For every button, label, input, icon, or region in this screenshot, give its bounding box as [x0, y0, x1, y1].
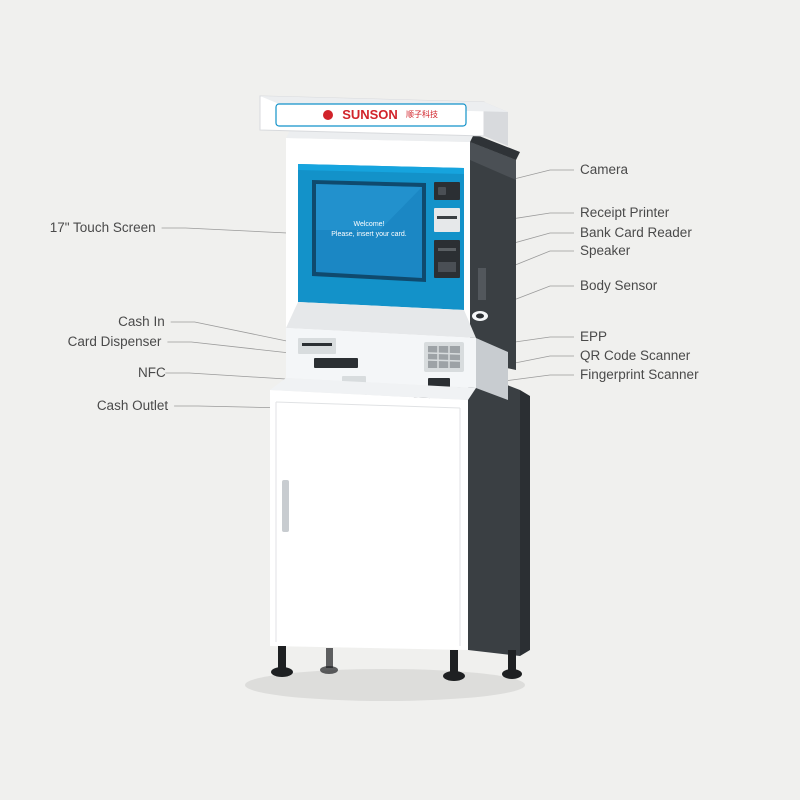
- callout-label: Card Dispenser: [62, 335, 161, 349]
- touch-screen: Welcome! Please, insert your card.: [312, 180, 426, 282]
- callout-label: Body Sensor: [580, 279, 657, 293]
- screen-line1: Welcome!: [354, 221, 385, 228]
- callout-label: Camera: [580, 163, 628, 177]
- receipt-printer: [434, 208, 460, 232]
- callout-label: EPP: [580, 330, 607, 344]
- epp-keypad: [424, 342, 464, 372]
- callout-label: Cash In: [115, 315, 165, 329]
- brand-subtitle: 顺子科技: [406, 109, 438, 119]
- callout-label: Fingerprint Scanner: [580, 368, 699, 382]
- brand-text: SUNSON: [342, 107, 398, 122]
- callout-label: 17" Touch Screen: [42, 221, 156, 235]
- callout-label: Bank Card Reader: [580, 226, 692, 240]
- callout-label: QR Code Scanner: [580, 349, 690, 363]
- kiosk-illustration: SUNSON 顺子科技 Welcome! Please, insert your…: [220, 90, 540, 710]
- card-reader: [434, 240, 460, 278]
- diagram-stage: SUNSON 顺子科技 Welcome! Please, insert your…: [0, 0, 800, 800]
- callout-label: Speaker: [580, 244, 630, 258]
- callout-label: Cash Outlet: [90, 399, 168, 413]
- card-dispenser: [314, 358, 358, 368]
- speaker: [478, 268, 486, 300]
- callout-label: NFC: [138, 366, 159, 380]
- camera-module: [434, 182, 460, 200]
- callout-label: Receipt Printer: [580, 206, 669, 220]
- cabinet-handle: [282, 480, 289, 532]
- screen-line2: Please, insert your card.: [331, 231, 407, 238]
